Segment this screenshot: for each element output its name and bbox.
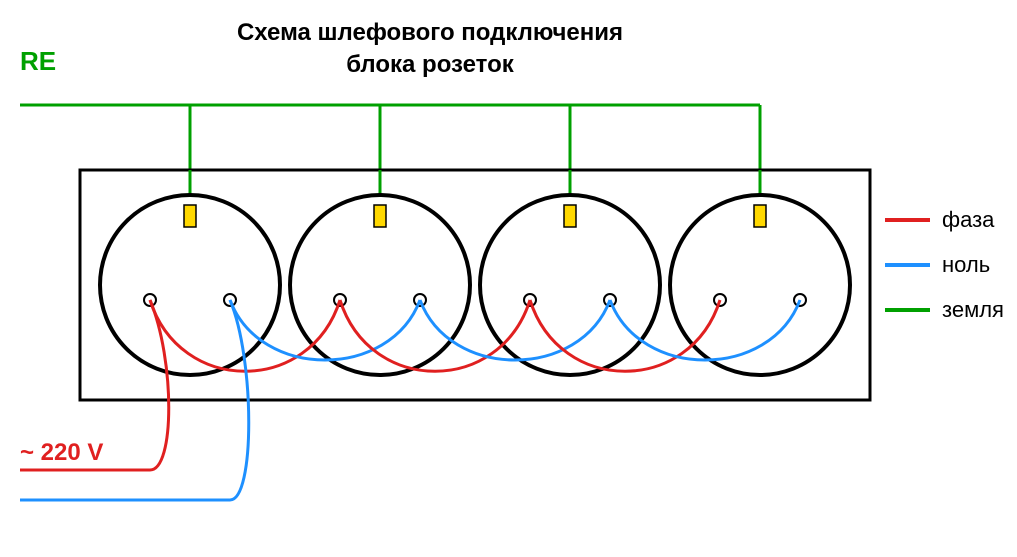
earth-terminal [184,205,196,227]
title-line-2: блока розеток [346,51,515,78]
wiring-diagram: Схема шлефового подключения блока розеток… [0,0,1017,557]
earth-terminal [564,205,576,227]
legend-neutral-label: ноль [942,252,990,277]
legend-phase-label: фаза [942,207,995,232]
voltage-label: ~ 220 V [20,439,103,466]
earth-terminal [754,205,766,227]
re-label: RE [20,46,56,76]
legend-earth-label: земля [942,297,1004,322]
earth-terminal [374,205,386,227]
title-line-1: Схема шлефового подключения [237,19,623,46]
